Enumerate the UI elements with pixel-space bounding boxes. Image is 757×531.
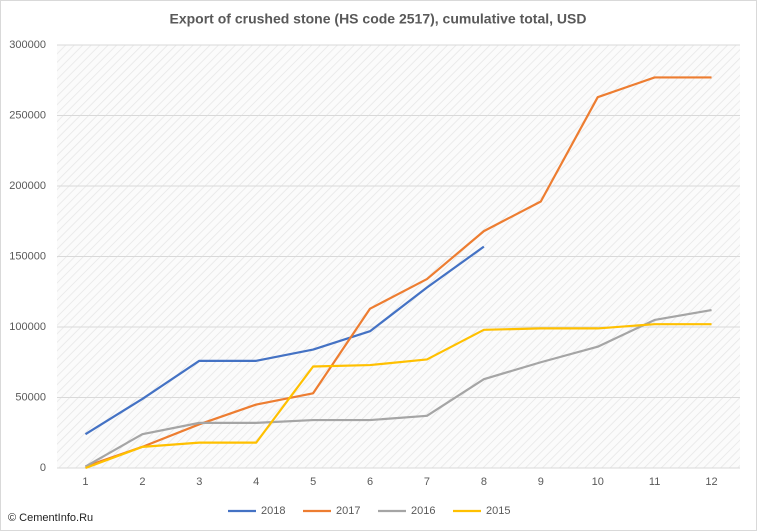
x-tick-label: 9 xyxy=(538,476,544,488)
x-tick-label: 1 xyxy=(82,476,88,488)
y-tick-label: 150000 xyxy=(9,250,46,262)
x-tick-label: 2 xyxy=(139,476,145,488)
watermark: © CementInfo.Ru xyxy=(8,512,93,524)
x-tick-label: 4 xyxy=(253,476,259,488)
series-line xyxy=(85,76,712,468)
series-line xyxy=(84,245,485,436)
x-tick-label: 8 xyxy=(481,476,487,488)
x-tick-label: 7 xyxy=(424,476,430,488)
series-line xyxy=(85,323,712,470)
chart-title: Export of crushed stone (HS code 2517), … xyxy=(170,11,587,27)
x-tick-label: 10 xyxy=(592,476,604,488)
legend-label: 2017 xyxy=(336,505,360,517)
series-line xyxy=(84,308,712,468)
x-tick-label: 5 xyxy=(310,476,316,488)
x-tick-label: 11 xyxy=(649,476,660,488)
x-tick-label: 6 xyxy=(367,476,373,488)
legend-label: 2016 xyxy=(411,505,435,517)
y-tick-label: 250000 xyxy=(9,109,46,121)
y-tick-label: 50000 xyxy=(15,391,46,403)
legend-label: 2015 xyxy=(486,505,510,517)
legend-label: 2018 xyxy=(261,505,285,517)
x-tick-label: 12 xyxy=(705,476,717,488)
y-tick-label: 300000 xyxy=(9,39,46,51)
y-tick-label: 0 xyxy=(40,462,46,474)
x-tick-label: 3 xyxy=(196,476,202,488)
y-tick-label: 100000 xyxy=(9,321,46,333)
y-tick-label: 200000 xyxy=(9,180,46,192)
